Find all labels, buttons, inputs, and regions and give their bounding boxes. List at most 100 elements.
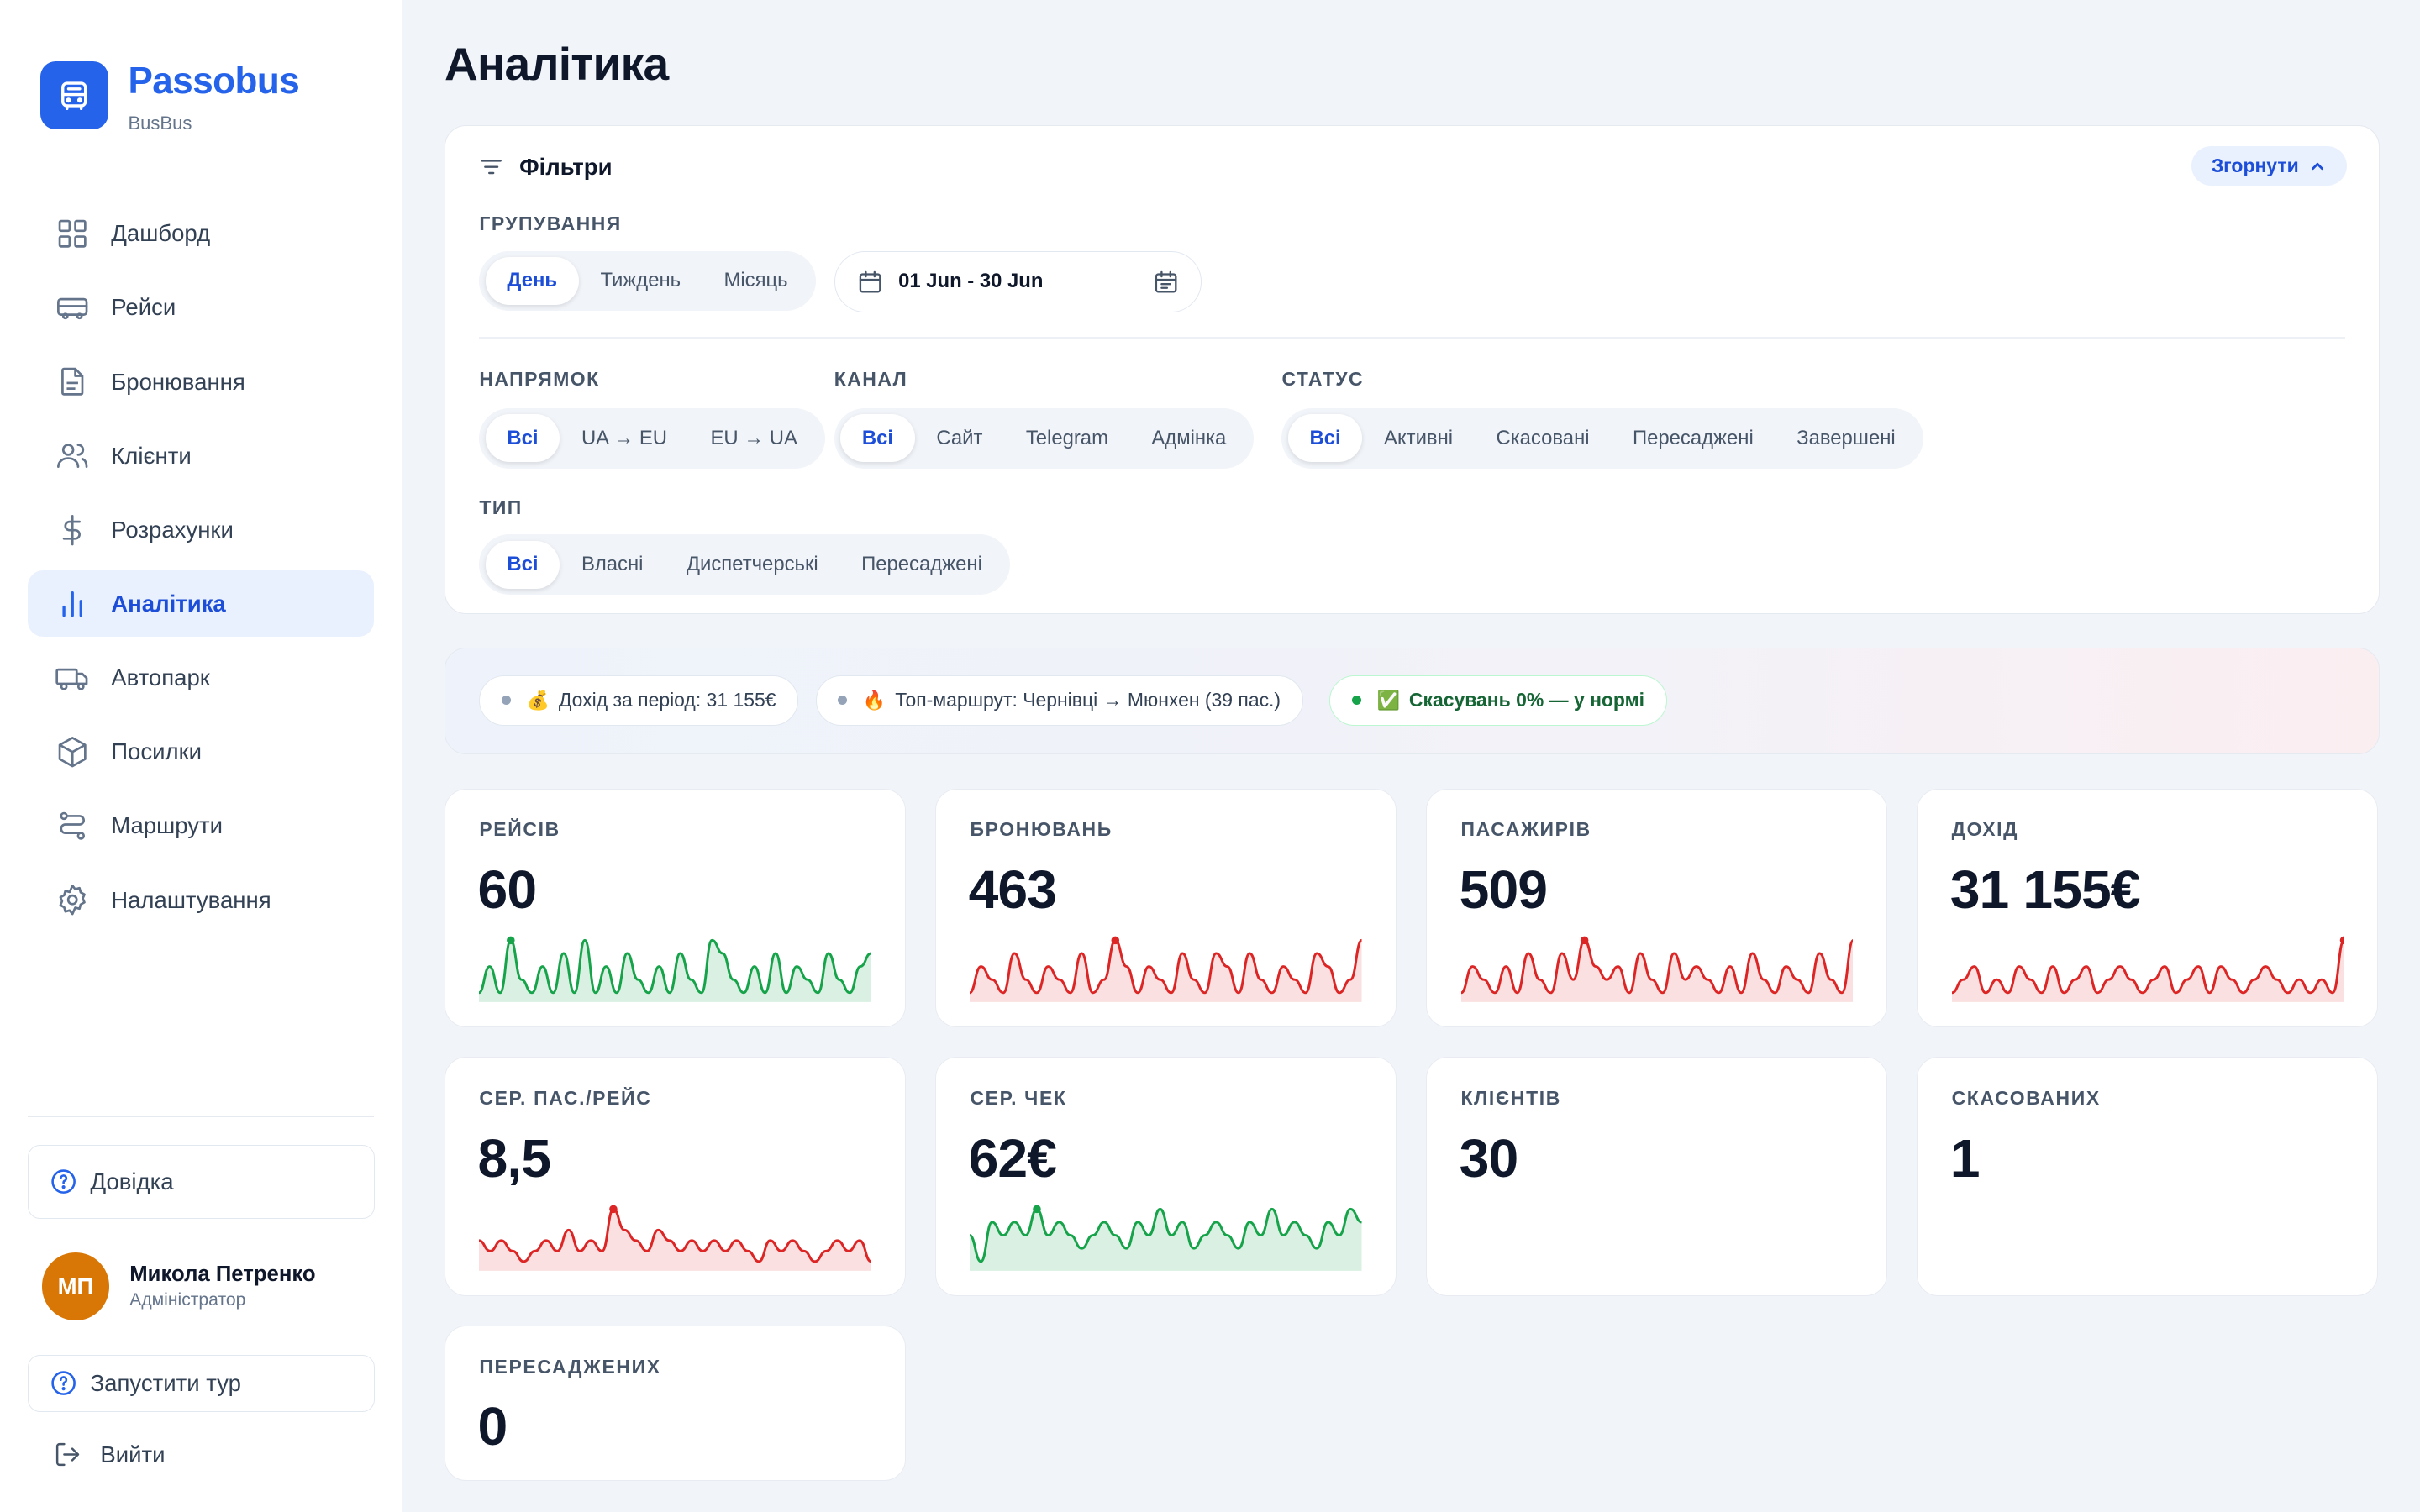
sidebar-item-trips[interactable]: Рейси <box>28 275 374 341</box>
kpi-card-bookings[interactable]: БРОНЮВАНЬ 463 <box>935 788 1397 1028</box>
grouping-option-week[interactable]: Тиждень <box>600 269 681 292</box>
sparkline-peak-point <box>1033 1205 1042 1213</box>
kpi-label: ПАСАЖИРІВ <box>1460 818 1591 841</box>
filters-header: Фільтри <box>479 154 613 181</box>
user-name: Микола Петренко <box>129 1263 316 1287</box>
sidebar-item-analytics[interactable]: Аналітика <box>28 570 375 638</box>
insight-pill-top-route[interactable]: 🔥 Топ-маршрут: Чернівці → Мюнхен (39 пас… <box>815 675 1303 727</box>
kpi-card-avg-passengers[interactable]: СЕР. ПАС./РЕЙС 8,5 <box>444 1057 907 1296</box>
sidebar-item-settlements[interactable]: Розрахунки <box>28 496 374 563</box>
logout-button[interactable]: Вийти <box>54 1441 166 1468</box>
check-mark-icon: ✅ <box>1376 689 1400 711</box>
kpi-value: 0 <box>477 1396 508 1457</box>
kpi-card-trips[interactable]: РЕЙСІВ 60 <box>444 788 907 1028</box>
calendar-grid-icon[interactable] <box>1153 269 1179 295</box>
sparkline-line <box>1951 939 2344 995</box>
sparkline-line <box>479 939 871 995</box>
help-label: Довідка <box>90 1168 174 1194</box>
kpi-label: ПЕРЕСАДЖЕНИХ <box>479 1355 661 1378</box>
status-option-transferred[interactable]: Пересаджені <box>1632 426 1754 449</box>
filters-panel: Фільтри Згорнути ГРУПУВАННЯ День Тиждень… <box>444 124 2381 614</box>
grouping-option-month[interactable]: Місяць <box>723 269 788 292</box>
kpi-card-revenue[interactable]: ДОХІД 31 155€ <box>1917 788 2379 1028</box>
kpi-card-cancelled[interactable]: СКАСОВАНИХ 1 <box>1917 1057 2379 1296</box>
kpi-sparkline <box>1951 936 2344 1002</box>
question-circle-icon <box>51 1371 76 1395</box>
direction-option-all[interactable]: Всі <box>485 414 560 463</box>
brand-subtitle: BusBus <box>128 113 192 134</box>
sparkline-peak-point <box>1111 936 1120 945</box>
kpi-card-transferred[interactable]: ПЕРЕСАДЖЕНИХ 0 <box>444 1325 907 1482</box>
kpi-label: СЕР. ПАС./РЕЙС <box>479 1087 652 1110</box>
sparkline-area <box>479 1209 871 1271</box>
calendar-icon <box>859 270 881 293</box>
grouping-option-day[interactable]: День <box>485 256 579 305</box>
brand[interactable]: Passobus BusBus <box>0 0 402 134</box>
sidebar-item-settings[interactable]: Налаштування <box>28 867 374 933</box>
sidebar-item-dashboard[interactable]: Дашборд <box>28 201 374 267</box>
sidebar-item-label: Розрахунки <box>111 516 234 543</box>
channel-label: КАНАЛ <box>834 368 908 391</box>
status-option-cancelled[interactable]: Скасовані <box>1496 426 1590 449</box>
kpi-value: 30 <box>1459 1127 1519 1189</box>
channel-segmented-control: Всі Сайт Telegram Адмінка <box>834 407 1255 469</box>
document-icon <box>54 363 91 400</box>
kpi-value: 8,5 <box>477 1127 552 1189</box>
insight-text: Скасувань 0% — у нормі <box>1408 689 1644 711</box>
collapse-filters-button[interactable]: Згорнути <box>2191 145 2347 186</box>
filters-divider <box>479 337 2345 339</box>
kpi-value: 62€ <box>968 1127 1057 1189</box>
channel-option-admin[interactable]: Адмінка <box>1151 426 1227 449</box>
start-tour-label: Запустити тур <box>90 1369 241 1396</box>
type-option-all[interactable]: Всі <box>485 540 560 589</box>
insight-pill-revenue[interactable]: 💰 Дохід за період: 31 155€ <box>479 675 799 727</box>
sparkline-peak-point <box>2339 936 2344 945</box>
sidebar-item-bookings[interactable]: Бронювання <box>28 349 374 415</box>
kpi-label: РЕЙСІВ <box>479 818 560 841</box>
kpi-sparkline <box>970 936 1362 1002</box>
date-range-picker[interactable]: 01 Jun - 30 Jun <box>834 250 1202 312</box>
question-circle-icon <box>51 1169 76 1194</box>
kpi-card-passengers[interactable]: ПАСАЖИРІВ 509 <box>1426 788 1888 1028</box>
type-option-dispatcher[interactable]: Диспетчерські <box>686 553 818 576</box>
start-tour-button[interactable]: Запустити тур <box>28 1354 376 1412</box>
status-option-all[interactable]: Всі <box>1287 414 1363 463</box>
sidebar-item-label: Бронювання <box>111 368 245 395</box>
sparkline-area <box>1951 940 2344 1002</box>
type-option-own[interactable]: Власні <box>581 553 644 576</box>
status-option-completed[interactable]: Завершені <box>1797 426 1896 449</box>
sparkline-area <box>970 1209 1362 1271</box>
truck-icon <box>54 659 91 696</box>
kpi-card-avg-check[interactable]: СЕР. ЧЕК 62€ <box>935 1057 1397 1296</box>
kpi-sparkline <box>479 1205 871 1271</box>
sparkline-area <box>479 940 871 1002</box>
kpi-label: СЕР. ЧЕК <box>970 1087 1067 1110</box>
kpi-card-clients[interactable]: КЛІЄНТІВ 30 <box>1426 1057 1888 1296</box>
insight-pill-cancellations[interactable]: ✅ Скасувань 0% — у нормі <box>1329 675 1667 727</box>
sparkline-peak-point <box>507 936 515 945</box>
sidebar-item-label: Аналітика <box>111 590 226 617</box>
channel-option-telegram[interactable]: Telegram <box>1025 426 1108 449</box>
route-icon <box>54 807 91 844</box>
direction-option-eu-ua[interactable]: EU → UA <box>710 426 797 449</box>
status-dot <box>838 696 848 706</box>
kpi-label: ДОХІД <box>1951 818 2019 841</box>
user-profile[interactable]: МП Микола Петренко Адміністратор <box>41 1252 316 1321</box>
help-button[interactable]: Довідка <box>28 1144 376 1219</box>
sidebar-item-clients[interactable]: Клієнти <box>28 423 374 489</box>
date-range-value: 01 Jun - 30 Jun <box>898 270 1044 293</box>
sidebar-item-parcels[interactable]: Посилки <box>28 719 374 785</box>
direction-option-ua-eu[interactable]: UA → EU <box>581 426 668 449</box>
type-option-transferred[interactable]: Пересаджені <box>861 553 982 576</box>
channel-option-site[interactable]: Сайт <box>936 426 983 449</box>
users-icon <box>54 438 91 475</box>
channel-option-all[interactable]: Всі <box>840 414 915 463</box>
filter-lines-icon <box>481 160 502 175</box>
sidebar-item-fleet[interactable]: Автопарк <box>28 645 374 711</box>
package-icon <box>54 733 91 770</box>
sidebar-item-routes[interactable]: Маршрути <box>28 793 374 859</box>
grouping-segmented-control: День Тиждень Місяць <box>479 250 816 312</box>
sidebar-item-label: Посилки <box>111 738 203 765</box>
sparkline-area <box>1460 940 1854 1002</box>
status-option-active[interactable]: Активні <box>1384 426 1454 449</box>
